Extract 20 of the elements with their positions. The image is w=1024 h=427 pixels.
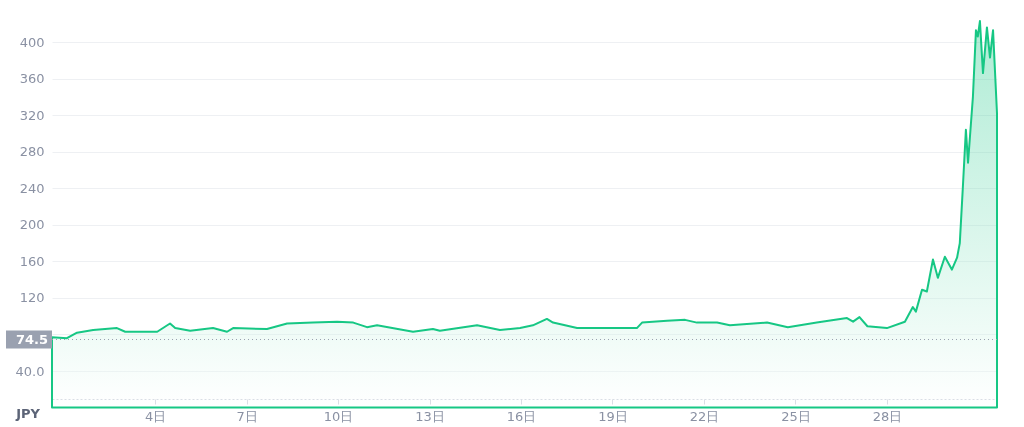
x-tick-label: 7日 (236, 408, 258, 424)
x-tick-label: 19日 (598, 408, 628, 424)
x-tick-label: 4日 (144, 408, 167, 424)
ref-line-label: 74.5 (15, 331, 48, 347)
x-tick-label: 22日 (689, 408, 720, 424)
y-tick-label: 360 (19, 71, 45, 87)
x-tick-label: 16日 (506, 408, 537, 424)
y-tick-label: 40.0 (15, 363, 45, 379)
x-tick-label: 25日 (781, 408, 811, 424)
x-tick-label: 28日 (872, 408, 903, 424)
y-axis-title: JPY (15, 406, 41, 421)
x-tick-label: 10日 (323, 408, 354, 424)
y-tick-label: 240 (19, 180, 45, 196)
y-tick-label: 320 (19, 107, 45, 123)
x-tick-label: 13日 (415, 408, 445, 424)
y-tick-label: 400 (19, 34, 45, 50)
y-tick-label: 120 (19, 290, 45, 306)
y-tick-label: 160 (19, 253, 45, 269)
y-tick-label: 200 (19, 217, 45, 233)
y-tick-label: 280 (19, 144, 45, 160)
